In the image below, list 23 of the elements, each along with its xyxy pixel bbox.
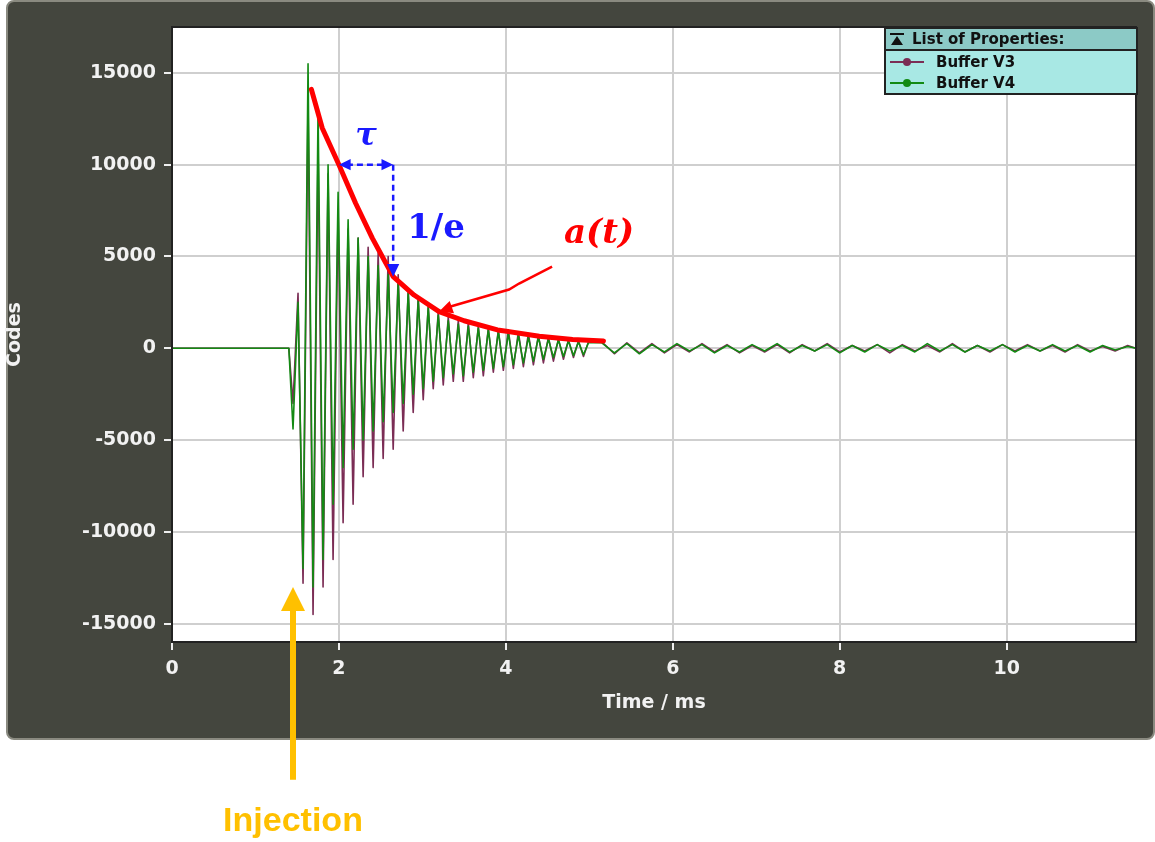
y-tick-label: 0 [142, 335, 156, 358]
x-tick-label: 0 [165, 656, 179, 679]
x-tick-label: 8 [833, 656, 847, 679]
y-tick-label: -10000 [82, 518, 156, 541]
x-tick-label: 6 [666, 656, 680, 679]
y-axis-title: Codes [2, 302, 25, 367]
legend-label: Buffer V4 [936, 73, 1016, 92]
y-tick-label: -5000 [95, 427, 156, 449]
annotation: 1/e [407, 205, 465, 246]
x-axis-title: Time / ms [602, 689, 706, 712]
text: Injection [222, 800, 364, 839]
legend-header: List of Properties: [886, 29, 1136, 51]
y-tick-label: 5000 [103, 243, 156, 266]
y-tick-label: 10000 [89, 151, 156, 174]
annotation: τ [355, 115, 378, 153]
x-tick-label: 10 [993, 656, 1020, 679]
annotation: a(t) [564, 211, 634, 252]
legend-title: List of Properties: [912, 30, 1065, 48]
y-tick-label: -15000 [82, 610, 156, 633]
y-tick-label: 15000 [89, 59, 156, 82]
x-tick-label: 2 [332, 656, 346, 679]
x-tick-label: 4 [499, 656, 513, 679]
legend-label: Buffer V3 [936, 52, 1016, 71]
